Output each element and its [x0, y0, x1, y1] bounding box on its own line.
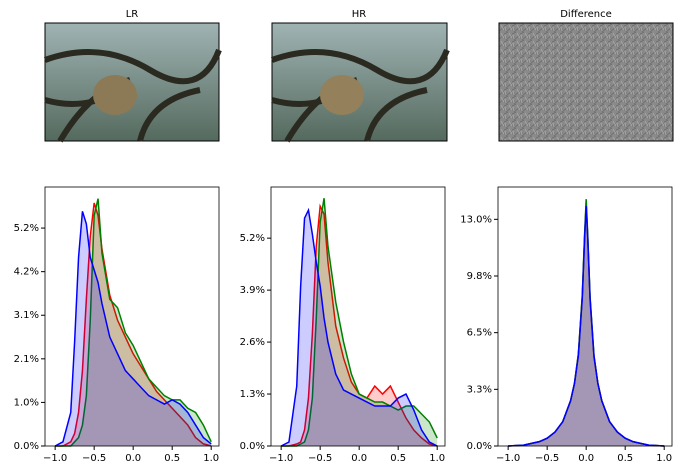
area [281, 198, 438, 446]
y-tick-label: 1.0% [14, 397, 39, 408]
y-tick-label: 1.3% [240, 389, 265, 400]
x-tick-label: 1.0 [429, 453, 445, 464]
series-line [508, 206, 665, 447]
y-tick-label: 0.0% [14, 441, 39, 452]
y-tick-label: 2.1% [14, 354, 39, 365]
x-tick-label: −0.5 [535, 453, 559, 464]
y-tick-label: 0.0% [240, 441, 265, 452]
y-tick-label: 5.2% [240, 233, 265, 244]
area [508, 202, 665, 446]
image-lr [43, 22, 222, 143]
x-tick-label: 0.0 [125, 453, 141, 464]
x-tick-label: 0.0 [578, 453, 594, 464]
x-tick-label: −1.0 [269, 453, 293, 464]
area [508, 206, 665, 446]
x-tick-label: −0.5 [82, 453, 106, 464]
axes-frame [497, 186, 673, 447]
y-tick-label: 4.2% [14, 267, 39, 278]
series-line [54, 211, 212, 447]
area [508, 199, 665, 446]
y-tick-label: 0.0% [467, 441, 492, 452]
x-tick-label: −0.5 [308, 453, 332, 464]
series-line [55, 198, 212, 447]
x-tick-label: 1.0 [203, 453, 219, 464]
series-line [280, 207, 438, 447]
x-tick-label: 0.0 [351, 453, 367, 464]
x-tick-label: −1.0 [496, 453, 520, 464]
series-line [55, 202, 212, 447]
image-difference [498, 22, 674, 142]
y-tick-label: 3.9% [240, 285, 265, 296]
y-tick-label: 2.6% [240, 337, 265, 348]
y-tick-label: 13.0% [460, 214, 492, 225]
image-hr [270, 22, 450, 143]
x-tick-label: 0.5 [390, 453, 406, 464]
y-tick-label: 9.8% [467, 271, 492, 282]
y-tick-label: 5.2% [14, 223, 39, 234]
y-tick-label: 6.5% [467, 328, 492, 339]
area [281, 210, 438, 446]
axes-frame [270, 186, 446, 447]
x-tick-label: 0.5 [164, 453, 180, 464]
area [55, 198, 212, 446]
x-tick-label: 0.5 [617, 453, 633, 464]
panel-title: HR [352, 9, 367, 20]
y-tick-label: 3.1% [14, 310, 39, 321]
panel-title: Difference [560, 9, 612, 20]
series-line [281, 198, 438, 447]
series-line [281, 203, 438, 447]
area [281, 206, 438, 446]
panel-title: LR [126, 9, 139, 20]
axes-frame [44, 186, 220, 447]
y-tick-label: 3.3% [467, 384, 492, 395]
x-tick-label: 1.0 [656, 453, 672, 464]
x-tick-label: −1.0 [43, 453, 67, 464]
area [55, 202, 212, 446]
